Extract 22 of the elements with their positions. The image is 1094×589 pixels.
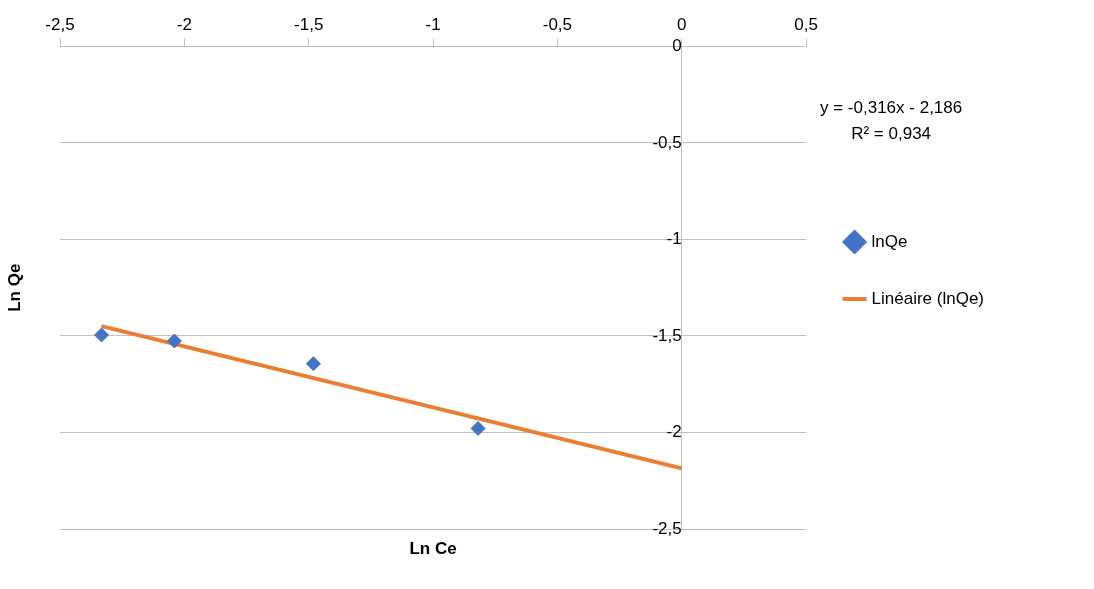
legend-label: Linéaire (lnQe) [871, 288, 985, 308]
point [94, 327, 110, 343]
y-tick-label: 0 [672, 36, 682, 56]
y-tick-label: -1,5 [652, 325, 682, 345]
legend-label: lnQe [871, 231, 908, 251]
point [305, 356, 321, 372]
x-tick-label: -0,5 [542, 14, 573, 34]
x-tick-label: 0,5 [794, 14, 818, 34]
y-tick-label: -2,5 [652, 518, 682, 538]
x-tick-label: -2,5 [45, 14, 75, 34]
y-axis-title: Ln Qe [4, 263, 24, 312]
y-tick-label: -2 [666, 422, 682, 442]
x-axis-title: Ln Ce [409, 539, 457, 559]
text: R² = 0,934 [850, 123, 933, 145]
x-tick-label: -2 [176, 14, 192, 34]
point [470, 420, 486, 436]
x-tick-label: -1,5 [294, 14, 324, 34]
y-tick-label: -0,5 [652, 132, 682, 152]
x-tick-label: -1 [425, 14, 441, 34]
point [166, 333, 182, 349]
y-tick-label: -1 [666, 229, 682, 249]
text: y = -0,316x - 2,186 [820, 97, 963, 119]
